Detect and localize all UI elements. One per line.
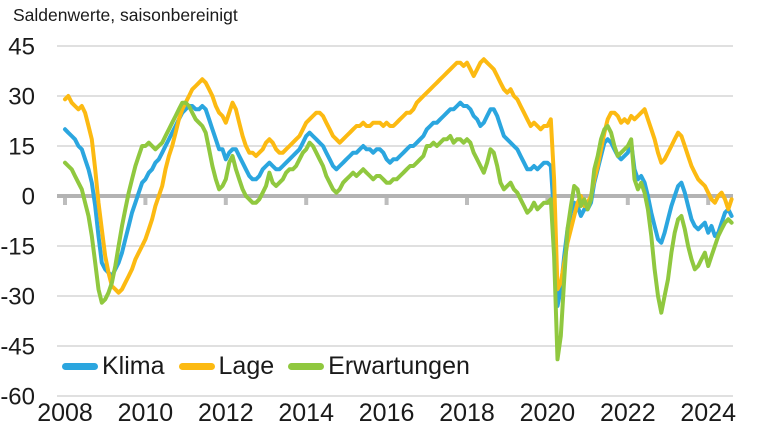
x-axis-label: 2020: [520, 399, 576, 427]
y-axis-label: 30: [8, 84, 35, 111]
x-axis-label: 2022: [600, 399, 656, 427]
y-axis-label: -45: [0, 334, 35, 361]
legend-label-lage: Lage: [218, 352, 275, 380]
chart-title: Saldenwerte, saisonbereinigt: [13, 5, 238, 25]
x-axis-label: 2008: [37, 399, 93, 427]
x-axis-label: 2024: [680, 399, 736, 427]
x-axis-label: 2012: [198, 399, 254, 427]
series-lage-line: [63, 57, 734, 295]
x-axis-label: 2010: [118, 399, 174, 427]
legend: Klima Lage Erwartungen: [62, 354, 470, 379]
legend-item-klima: Klima: [62, 354, 165, 379]
legend-swatch-erwartungen: [288, 363, 325, 370]
y-axis-label: -60: [0, 384, 35, 411]
legend-swatch-lage: [178, 363, 215, 370]
legend-item-lage: Lage: [178, 352, 275, 380]
y-axis-label: -15: [0, 234, 35, 261]
legend-label-erwartungen: Erwartungen: [328, 352, 470, 380]
x-axis-label: 2016: [359, 399, 415, 427]
y-axis-label: -30: [0, 284, 35, 311]
y-axis-label: 0: [22, 184, 35, 211]
legend-label-klima: Klima: [102, 352, 165, 380]
y-axis-label: 45: [8, 34, 35, 61]
y-axis-label: 15: [8, 134, 35, 161]
x-axis-label: 2014: [278, 399, 334, 427]
legend-item-erwartungen: Erwartungen: [288, 354, 470, 379]
x-axis-label: 2018: [439, 399, 495, 427]
legend-swatch-klima: [62, 363, 98, 370]
series-erwartungen-line: [63, 100, 734, 362]
